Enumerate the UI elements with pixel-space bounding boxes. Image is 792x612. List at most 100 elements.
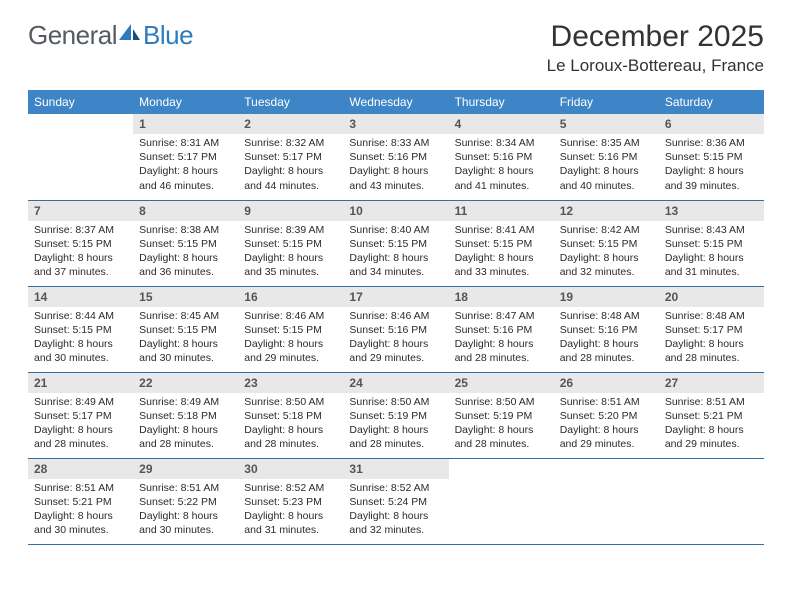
day-details: Sunrise: 8:43 AMSunset: 5:15 PMDaylight:… (659, 221, 764, 284)
calendar-day-cell: 4Sunrise: 8:34 AMSunset: 5:16 PMDaylight… (449, 114, 554, 200)
day-details: Sunrise: 8:51 AMSunset: 5:20 PMDaylight:… (554, 393, 659, 456)
logo: General Blue (28, 20, 193, 51)
day-number: 27 (659, 373, 764, 393)
calendar-day-cell: 6Sunrise: 8:36 AMSunset: 5:15 PMDaylight… (659, 114, 764, 200)
calendar-day-cell: 16Sunrise: 8:46 AMSunset: 5:15 PMDayligh… (238, 286, 343, 372)
day-details: Sunrise: 8:31 AMSunset: 5:17 PMDaylight:… (133, 134, 238, 197)
weekday-header: Thursday (449, 90, 554, 114)
calendar-day-cell: 30Sunrise: 8:52 AMSunset: 5:23 PMDayligh… (238, 458, 343, 544)
weekday-header: Saturday (659, 90, 764, 114)
day-details: Sunrise: 8:51 AMSunset: 5:21 PMDaylight:… (28, 479, 133, 542)
day-details: Sunrise: 8:49 AMSunset: 5:18 PMDaylight:… (133, 393, 238, 456)
calendar-day-cell (449, 458, 554, 544)
calendar-day-cell: 26Sunrise: 8:51 AMSunset: 5:20 PMDayligh… (554, 372, 659, 458)
calendar-day-cell: 8Sunrise: 8:38 AMSunset: 5:15 PMDaylight… (133, 200, 238, 286)
calendar-week-row: 7Sunrise: 8:37 AMSunset: 5:15 PMDaylight… (28, 200, 764, 286)
day-number: 25 (449, 373, 554, 393)
weekday-header: Tuesday (238, 90, 343, 114)
day-number: 21 (28, 373, 133, 393)
header: General Blue December 2025 Le Loroux-Bot… (28, 20, 764, 76)
calendar-day-cell: 1Sunrise: 8:31 AMSunset: 5:17 PMDaylight… (133, 114, 238, 200)
calendar-day-cell: 18Sunrise: 8:47 AMSunset: 5:16 PMDayligh… (449, 286, 554, 372)
calendar-table: Sunday Monday Tuesday Wednesday Thursday… (28, 90, 764, 545)
day-number: 5 (554, 114, 659, 134)
day-details: Sunrise: 8:51 AMSunset: 5:21 PMDaylight:… (659, 393, 764, 456)
calendar-day-cell: 2Sunrise: 8:32 AMSunset: 5:17 PMDaylight… (238, 114, 343, 200)
logo-sail-icon (117, 22, 141, 49)
day-details: Sunrise: 8:42 AMSunset: 5:15 PMDaylight:… (554, 221, 659, 284)
month-title: December 2025 (547, 20, 764, 54)
calendar-day-cell: 28Sunrise: 8:51 AMSunset: 5:21 PMDayligh… (28, 458, 133, 544)
weekday-header: Monday (133, 90, 238, 114)
day-details: Sunrise: 8:47 AMSunset: 5:16 PMDaylight:… (449, 307, 554, 370)
calendar-day-cell: 31Sunrise: 8:52 AMSunset: 5:24 PMDayligh… (343, 458, 448, 544)
day-details: Sunrise: 8:50 AMSunset: 5:19 PMDaylight:… (449, 393, 554, 456)
day-details: Sunrise: 8:37 AMSunset: 5:15 PMDaylight:… (28, 221, 133, 284)
calendar-day-cell: 9Sunrise: 8:39 AMSunset: 5:15 PMDaylight… (238, 200, 343, 286)
day-details: Sunrise: 8:40 AMSunset: 5:15 PMDaylight:… (343, 221, 448, 284)
calendar-day-cell (659, 458, 764, 544)
day-number: 7 (28, 201, 133, 221)
day-number: 14 (28, 287, 133, 307)
calendar-day-cell: 10Sunrise: 8:40 AMSunset: 5:15 PMDayligh… (343, 200, 448, 286)
calendar-day-cell: 21Sunrise: 8:49 AMSunset: 5:17 PMDayligh… (28, 372, 133, 458)
day-number: 29 (133, 459, 238, 479)
calendar-day-cell: 7Sunrise: 8:37 AMSunset: 5:15 PMDaylight… (28, 200, 133, 286)
day-details: Sunrise: 8:32 AMSunset: 5:17 PMDaylight:… (238, 134, 343, 197)
day-number: 8 (133, 201, 238, 221)
day-details: Sunrise: 8:52 AMSunset: 5:24 PMDaylight:… (343, 479, 448, 542)
calendar-day-cell: 12Sunrise: 8:42 AMSunset: 5:15 PMDayligh… (554, 200, 659, 286)
logo-text-b: Blue (143, 20, 193, 51)
calendar-day-cell: 13Sunrise: 8:43 AMSunset: 5:15 PMDayligh… (659, 200, 764, 286)
day-number: 1 (133, 114, 238, 134)
day-details: Sunrise: 8:48 AMSunset: 5:16 PMDaylight:… (554, 307, 659, 370)
calendar-day-cell (554, 458, 659, 544)
calendar-day-cell: 11Sunrise: 8:41 AMSunset: 5:15 PMDayligh… (449, 200, 554, 286)
day-details: Sunrise: 8:46 AMSunset: 5:16 PMDaylight:… (343, 307, 448, 370)
day-number: 26 (554, 373, 659, 393)
logo-text-a: General (28, 20, 117, 51)
calendar-day-cell: 5Sunrise: 8:35 AMSunset: 5:16 PMDaylight… (554, 114, 659, 200)
calendar-week-row: 21Sunrise: 8:49 AMSunset: 5:17 PMDayligh… (28, 372, 764, 458)
day-details: Sunrise: 8:35 AMSunset: 5:16 PMDaylight:… (554, 134, 659, 197)
day-details: Sunrise: 8:36 AMSunset: 5:15 PMDaylight:… (659, 134, 764, 197)
day-details: Sunrise: 8:50 AMSunset: 5:18 PMDaylight:… (238, 393, 343, 456)
day-number: 30 (238, 459, 343, 479)
calendar-week-row: 28Sunrise: 8:51 AMSunset: 5:21 PMDayligh… (28, 458, 764, 544)
day-details: Sunrise: 8:39 AMSunset: 5:15 PMDaylight:… (238, 221, 343, 284)
day-number: 18 (449, 287, 554, 307)
weekday-header: Sunday (28, 90, 133, 114)
day-details: Sunrise: 8:44 AMSunset: 5:15 PMDaylight:… (28, 307, 133, 370)
title-block: December 2025 Le Loroux-Bottereau, Franc… (547, 20, 764, 76)
day-number: 16 (238, 287, 343, 307)
calendar-day-cell: 14Sunrise: 8:44 AMSunset: 5:15 PMDayligh… (28, 286, 133, 372)
calendar-day-cell: 22Sunrise: 8:49 AMSunset: 5:18 PMDayligh… (133, 372, 238, 458)
day-details: Sunrise: 8:41 AMSunset: 5:15 PMDaylight:… (449, 221, 554, 284)
weekday-header: Friday (554, 90, 659, 114)
day-details: Sunrise: 8:52 AMSunset: 5:23 PMDaylight:… (238, 479, 343, 542)
day-details: Sunrise: 8:33 AMSunset: 5:16 PMDaylight:… (343, 134, 448, 197)
day-details: Sunrise: 8:50 AMSunset: 5:19 PMDaylight:… (343, 393, 448, 456)
calendar-day-cell (28, 114, 133, 200)
day-details: Sunrise: 8:51 AMSunset: 5:22 PMDaylight:… (133, 479, 238, 542)
day-number: 10 (343, 201, 448, 221)
day-number: 24 (343, 373, 448, 393)
calendar-day-cell: 27Sunrise: 8:51 AMSunset: 5:21 PMDayligh… (659, 372, 764, 458)
day-number: 12 (554, 201, 659, 221)
day-number: 22 (133, 373, 238, 393)
day-number: 31 (343, 459, 448, 479)
calendar-day-cell: 19Sunrise: 8:48 AMSunset: 5:16 PMDayligh… (554, 286, 659, 372)
day-details: Sunrise: 8:46 AMSunset: 5:15 PMDaylight:… (238, 307, 343, 370)
weekday-header: Wednesday (343, 90, 448, 114)
calendar-week-row: 14Sunrise: 8:44 AMSunset: 5:15 PMDayligh… (28, 286, 764, 372)
day-details: Sunrise: 8:48 AMSunset: 5:17 PMDaylight:… (659, 307, 764, 370)
day-number: 3 (343, 114, 448, 134)
calendar-day-cell: 17Sunrise: 8:46 AMSunset: 5:16 PMDayligh… (343, 286, 448, 372)
day-details: Sunrise: 8:34 AMSunset: 5:16 PMDaylight:… (449, 134, 554, 197)
weekday-header-row: Sunday Monday Tuesday Wednesday Thursday… (28, 90, 764, 114)
location: Le Loroux-Bottereau, France (547, 56, 764, 76)
calendar-day-cell: 25Sunrise: 8:50 AMSunset: 5:19 PMDayligh… (449, 372, 554, 458)
day-number: 13 (659, 201, 764, 221)
calendar-week-row: 1Sunrise: 8:31 AMSunset: 5:17 PMDaylight… (28, 114, 764, 200)
calendar-day-cell: 3Sunrise: 8:33 AMSunset: 5:16 PMDaylight… (343, 114, 448, 200)
